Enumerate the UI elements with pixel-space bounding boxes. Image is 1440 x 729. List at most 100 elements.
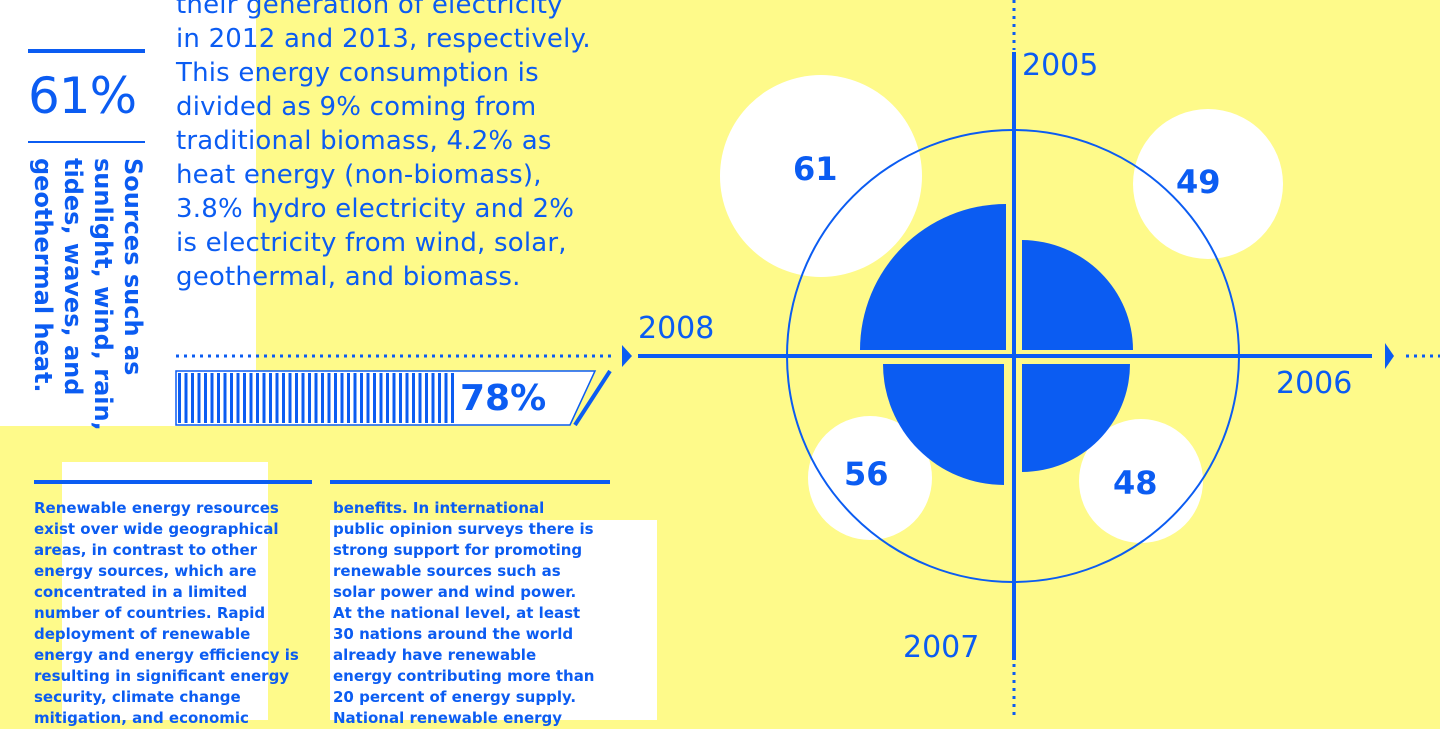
- progress-stripe: [327, 373, 331, 423]
- progress-stripe: [321, 373, 324, 423]
- column2-text: benefits. In international public opinio…: [333, 498, 595, 729]
- progress-stripe: [210, 373, 214, 423]
- bubble-value-2005: 61: [793, 150, 838, 188]
- column1-line: deployment of renewable: [34, 625, 251, 643]
- bubble-2008: [808, 416, 932, 540]
- bubble-2007: [1079, 419, 1203, 543]
- progress-label: 78%: [460, 378, 547, 419]
- radial-chart: [622, 0, 1440, 720]
- column2-line: 30 nations around the world: [333, 625, 574, 643]
- intro-line: geothermal, and biomass.: [176, 262, 521, 292]
- quadrant-2007: [1022, 364, 1130, 472]
- progress-stripe: [249, 373, 253, 423]
- column1-line: exist over wide geographical: [34, 520, 279, 538]
- progress-stripe: [282, 373, 285, 423]
- column2-line: benefits. In international: [333, 499, 545, 517]
- intro-line: heat energy (non-biomass),: [176, 160, 542, 190]
- progress-stripe: [295, 373, 298, 423]
- year-label-2006: 2006: [1276, 366, 1353, 401]
- left-arrow-icon: [622, 345, 632, 367]
- big-percent-stat: 61%: [28, 67, 137, 125]
- column2-line: solar power and wind power.: [333, 583, 577, 601]
- bubble-2006: [1133, 109, 1283, 259]
- intro-line: divided as 9% coming from: [176, 92, 537, 122]
- column1-rule: [34, 480, 312, 484]
- column2-white-panel: [330, 520, 657, 720]
- bubble-value-2006: 49: [1176, 163, 1221, 201]
- progress-stripe: [197, 373, 201, 423]
- bubble-value-2007: 48: [1113, 464, 1158, 502]
- progress-stripe: [360, 373, 363, 423]
- progress-stripe: [451, 373, 454, 423]
- column2-line: already have renewable: [333, 646, 537, 664]
- right-arrow-icon: [1385, 343, 1394, 369]
- progress-stripe: [191, 373, 194, 423]
- sources-line: sunlight, wind, rain,: [89, 158, 117, 431]
- progress-graphic: [175, 348, 631, 427]
- intro-line: This energy consumption is: [176, 58, 539, 88]
- intro-line: traditional biomass, 4.2% as: [176, 126, 552, 156]
- sources-line: Sources such as: [119, 158, 147, 376]
- intro-line: is electricity from wind, solar,: [176, 228, 567, 258]
- progress-stripes: [178, 373, 454, 423]
- intro-line: in 2012 and 2013, respectively.: [176, 24, 591, 54]
- progress-stripe: [204, 373, 207, 423]
- progress-stripe: [412, 373, 415, 423]
- progress-stripe: [243, 373, 246, 423]
- progress-stripe: [288, 373, 292, 423]
- progress-stripe: [236, 373, 240, 423]
- stat-top-rule: [28, 49, 145, 53]
- stat-bottom-rule: [28, 141, 145, 143]
- column1-line: concentrated in a limited: [34, 583, 248, 601]
- intro-paragraph: their generation of electricity in 2012 …: [176, 0, 646, 294]
- sources-line: geothermal heat.: [29, 158, 57, 393]
- column2-line: 20 percent of energy supply.: [333, 688, 577, 706]
- left-white-panel: [0, 0, 256, 426]
- column1-white-panel: [62, 462, 268, 720]
- quadrant-2008: [883, 364, 1004, 485]
- intro-line: their generation of electricity: [176, 0, 563, 20]
- year-label-2007: 2007: [903, 630, 980, 665]
- progress-stripe: [386, 373, 389, 423]
- quadrant-2005: [860, 204, 1006, 350]
- progress-stripe: [230, 373, 233, 423]
- progress-stripe: [269, 373, 272, 423]
- column2-line: At the national level, at least: [333, 604, 581, 622]
- sources-line: tides, waves, and: [59, 158, 87, 396]
- year-label-2005: 2005: [1022, 48, 1099, 83]
- progress-stripe: [438, 373, 441, 423]
- year-label-2008: 2008: [638, 311, 715, 346]
- column1-line: areas, in contrast to other: [34, 541, 258, 559]
- column2-rule: [330, 480, 610, 484]
- progress-stripe: [301, 373, 305, 423]
- progress-stripe: [184, 373, 188, 423]
- progress-stripe: [262, 373, 266, 423]
- progress-stripe: [366, 373, 370, 423]
- column2-line: National renewable energy: [333, 709, 563, 727]
- progress-stripe: [399, 373, 402, 423]
- quadrant-2006: [1022, 240, 1133, 350]
- column2-line: energy contributing more than: [333, 667, 595, 685]
- progress-stripe: [256, 373, 259, 423]
- progress-stripe: [379, 373, 383, 423]
- progress-stripe: [223, 373, 227, 423]
- column1-line: mitigation, and economic: [34, 709, 249, 727]
- progress-stripe: [334, 373, 337, 423]
- progress-stripe: [314, 373, 318, 423]
- progress-stripe: [353, 373, 357, 423]
- progress-stripe: [340, 373, 344, 423]
- column1-line: number of countries. Rapid: [34, 604, 266, 622]
- progress-track: [175, 370, 597, 426]
- column2-line: renewable sources such as: [333, 562, 561, 580]
- column1-line: Renewable energy resources: [34, 499, 279, 517]
- progress-stripe: [373, 373, 376, 423]
- progress-stripe: [444, 373, 448, 423]
- sources-vertical-text: Sources such as sunlight, wind, rain, ti…: [28, 158, 148, 431]
- progress-stripe: [418, 373, 422, 423]
- bubble-2005: [720, 75, 922, 277]
- column1-text: Renewable energy resources exist over wi…: [34, 498, 299, 729]
- progress-stripe: [347, 373, 350, 423]
- column1-line: resulting in significant energy: [34, 667, 290, 685]
- progress-stripe: [392, 373, 396, 423]
- column1-line: energy and energy efficiency is: [34, 646, 299, 664]
